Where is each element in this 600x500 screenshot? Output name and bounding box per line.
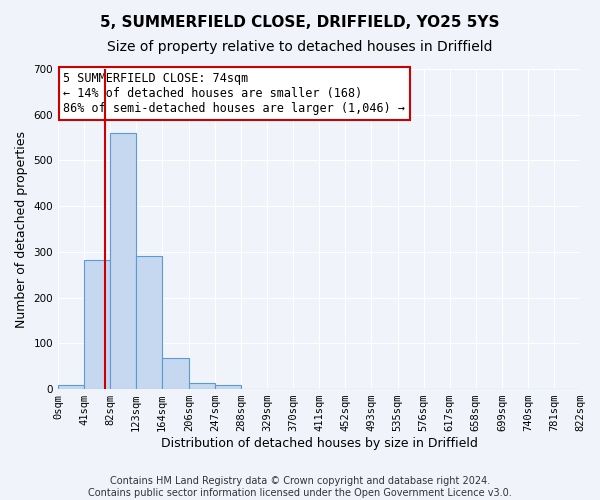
Bar bbox=[58, 386, 84, 389]
Bar bbox=[84, 260, 110, 389]
Y-axis label: Number of detached properties: Number of detached properties bbox=[15, 130, 28, 328]
Bar bbox=[162, 358, 189, 389]
Text: Contains HM Land Registry data © Crown copyright and database right 2024.
Contai: Contains HM Land Registry data © Crown c… bbox=[88, 476, 512, 498]
Bar bbox=[215, 386, 241, 389]
Text: Size of property relative to detached houses in Driffield: Size of property relative to detached ho… bbox=[107, 40, 493, 54]
Text: 5, SUMMERFIELD CLOSE, DRIFFIELD, YO25 5YS: 5, SUMMERFIELD CLOSE, DRIFFIELD, YO25 5Y… bbox=[100, 15, 500, 30]
Bar bbox=[189, 383, 215, 389]
Text: 5 SUMMERFIELD CLOSE: 74sqm
← 14% of detached houses are smaller (168)
86% of sem: 5 SUMMERFIELD CLOSE: 74sqm ← 14% of deta… bbox=[63, 72, 405, 115]
Bar bbox=[110, 133, 136, 389]
X-axis label: Distribution of detached houses by size in Driffield: Distribution of detached houses by size … bbox=[161, 437, 478, 450]
Bar bbox=[136, 256, 162, 389]
